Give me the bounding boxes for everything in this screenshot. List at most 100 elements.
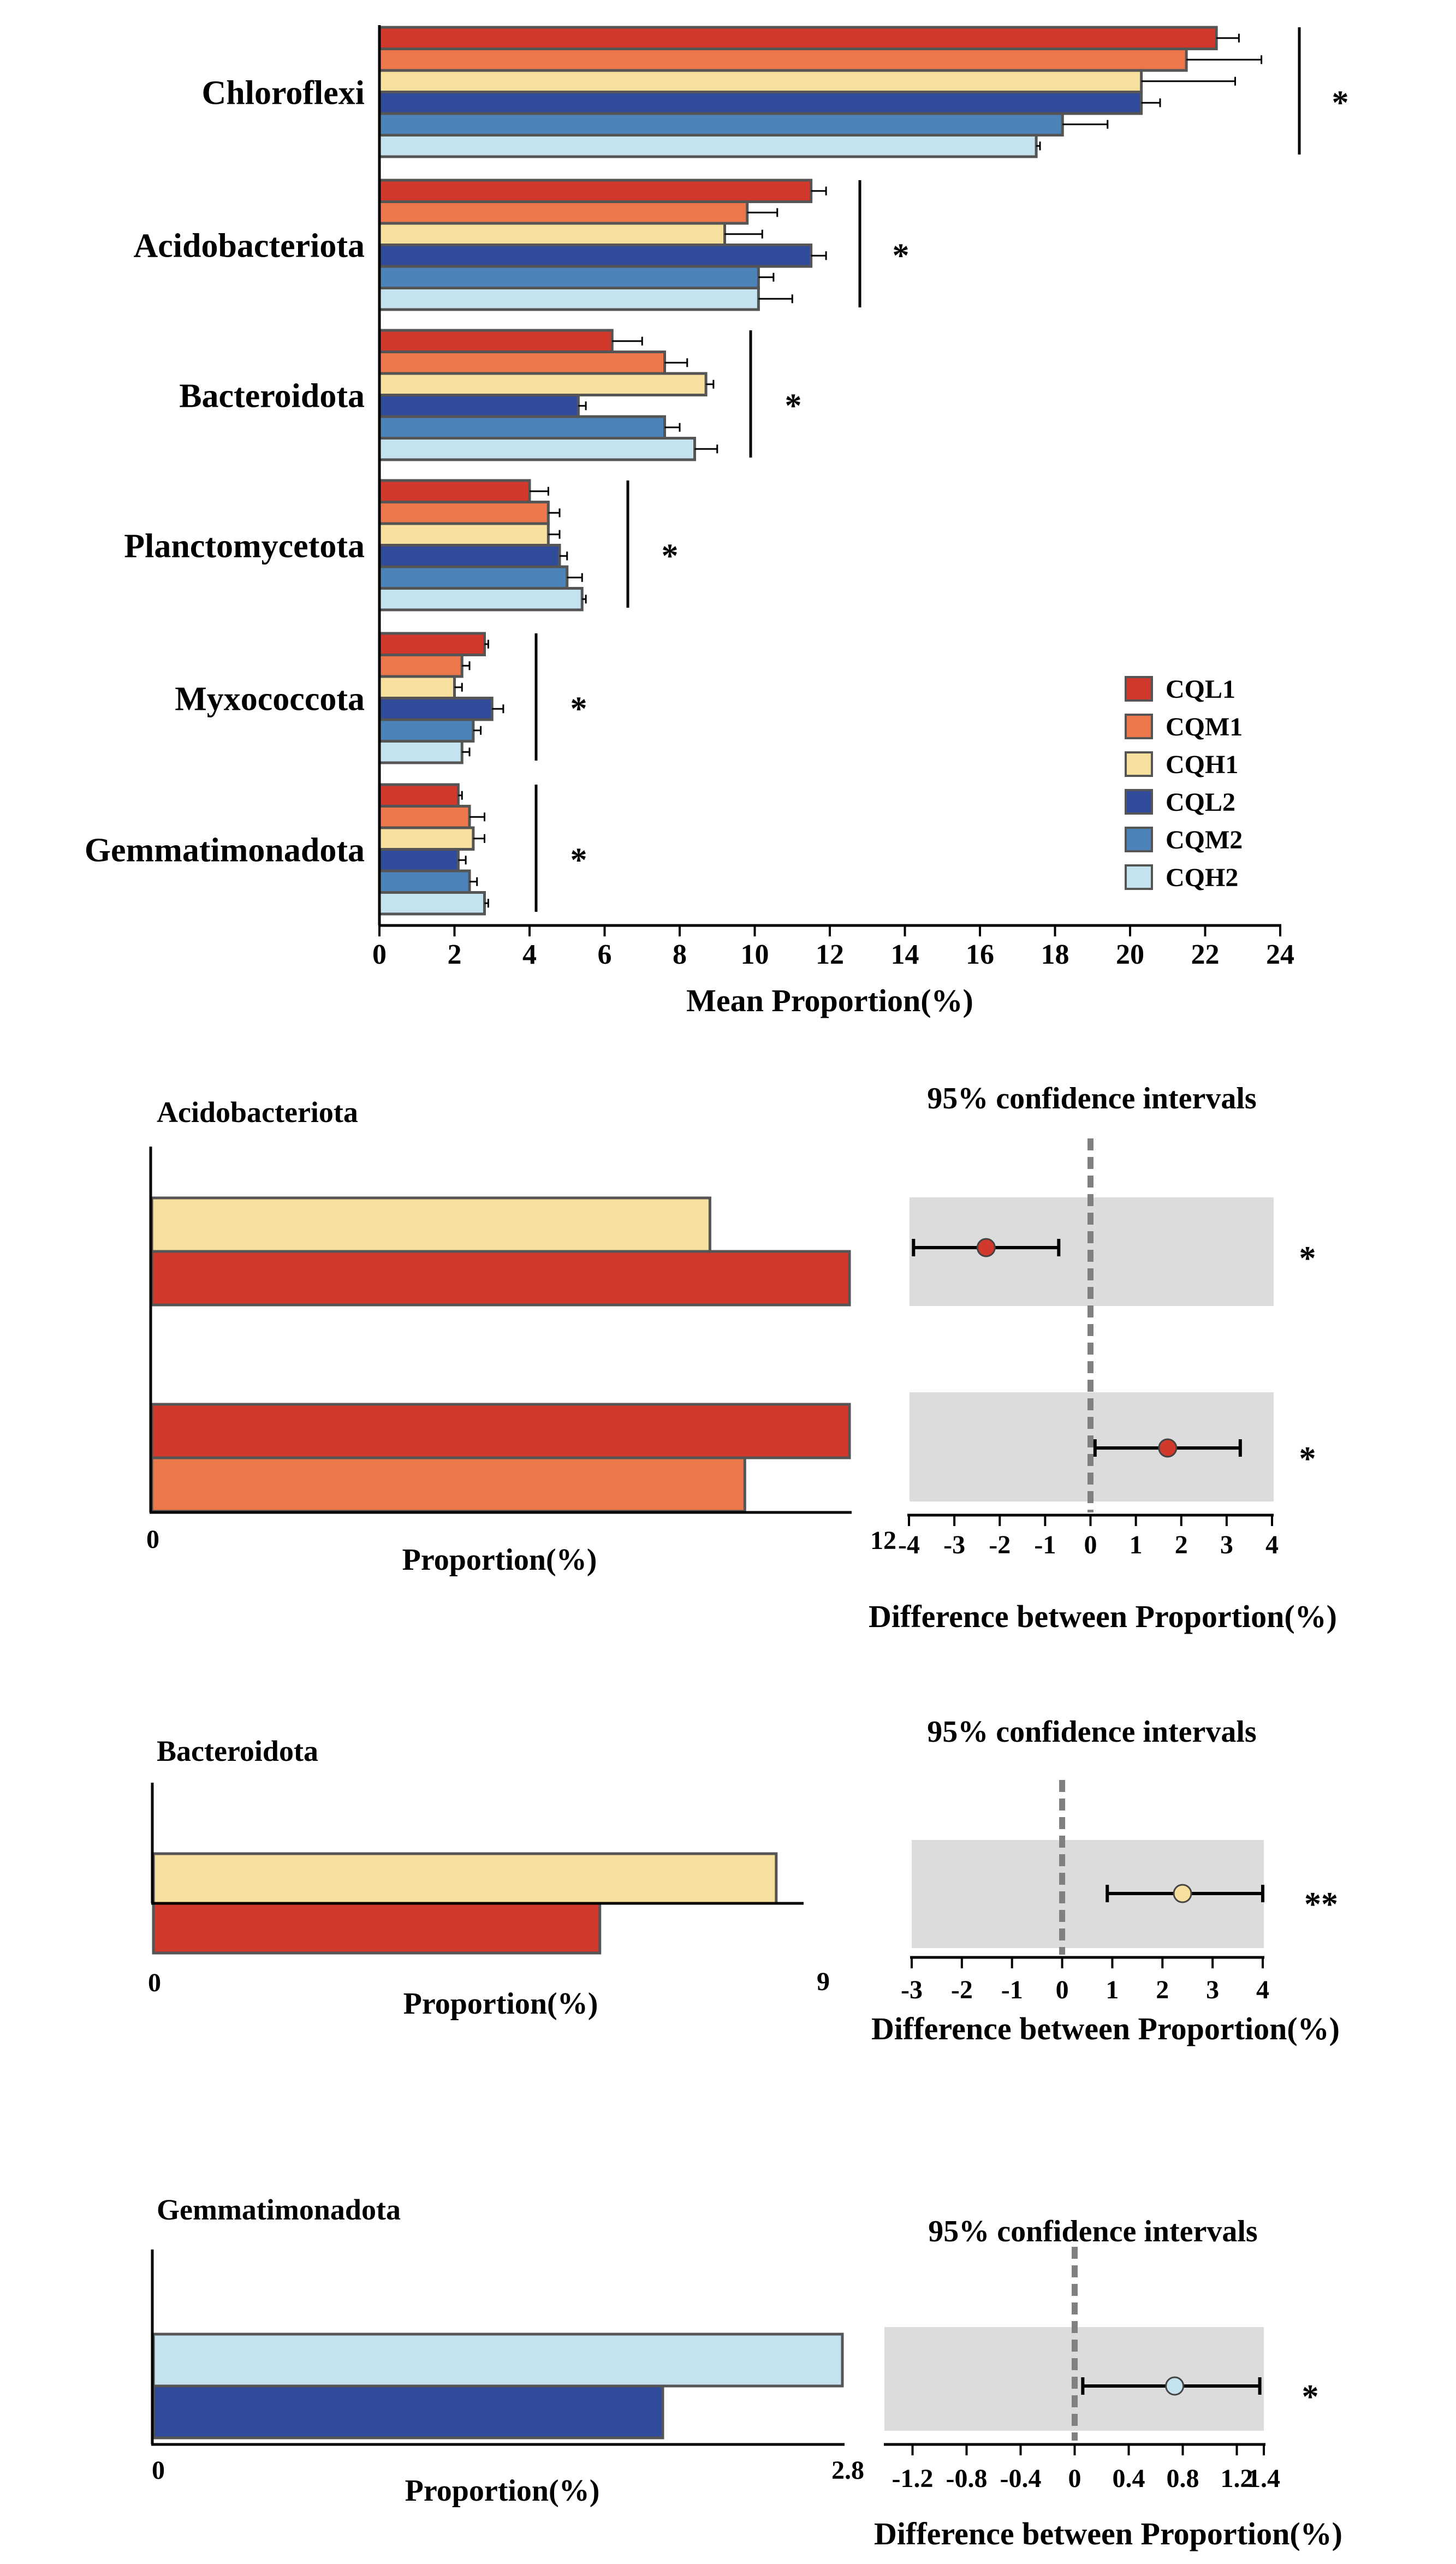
proportion-bar-cqm1 [150,1456,746,1513]
bar-planctomycetota-cql1 [378,479,531,503]
bar-acidobacteriota-cqm2 [378,265,760,289]
category-label-bacteroidota: Bacteroidota [179,378,365,415]
ci-x-tick-label: 0.8 [1167,2464,1199,2493]
ci-x-tick-label: 2 [1156,1975,1169,2004]
ci-x-tick-label: -1.2 [892,2464,934,2493]
bar-myxococcota-cql2 [378,697,494,721]
ci-significance-star: * [1299,1240,1316,1277]
ci-title: 95% confidence intervals [927,1082,1256,1115]
proportion-bar-cql1 [150,1250,851,1307]
bar-acidobacteriota-cqm1 [378,200,749,225]
legend-label-cqh1: CQH1 [1166,750,1238,779]
proportion-tick-label: 0 [152,2456,165,2485]
bar-acidobacteriota-cql2 [378,244,813,268]
proportion-axis-title: Proportion(%) [402,1543,597,1577]
significance-star: * [1332,85,1349,122]
bar-gemmatimonadota-cqm1 [378,805,471,829]
ci-x-tick-label: 3 [1220,1530,1233,1559]
category-label-myxococcota: Myxococcota [175,681,365,718]
legend-swatch-cqh2 [1125,864,1153,890]
significance-star: * [662,538,679,575]
significance-star: * [570,842,587,879]
bar-planctomycetota-cqh1 [378,522,550,547]
ci-title: 95% confidence intervals [927,1715,1256,1749]
ci-x-tick-label: -0.4 [1000,2464,1042,2493]
bacteroidota-comparison-panel: Bacteroidota 0 9 Proportion(%) 95% confidenc… [148,1715,1340,2046]
x-tick-label: 18 [1041,939,1069,970]
category-label-acidobacteriota: Acidobacteriota [133,228,365,265]
legend-swatch-cql2 [1125,789,1153,815]
bar-gemmatimonadota-cql1 [378,783,460,808]
bar-chloroflexi-cqm1 [378,48,1188,72]
legend-swatch-cqm2 [1125,827,1153,852]
legend-swatch-cqh1 [1125,751,1153,777]
ci-axis-title: Difference between Proportion(%) [874,2516,1342,2551]
bar-chloroflexi-cql2 [378,91,1143,115]
x-tick-label: 8 [673,939,687,970]
bar-acidobacteriota-cqh2 [378,287,760,311]
ci-x-tick-label: 1.4 [1247,2464,1280,2493]
bar-chloroflexi-cqh1 [378,69,1143,93]
bar-planctomycetota-cql2 [378,544,561,568]
bar-planctomycetota-cqh2 [378,587,584,612]
ci-x-tick-label: 4 [1256,1975,1269,2004]
x-tick-label: 14 [891,939,919,970]
proportion-bar-cql1 [152,1902,602,1955]
legend-label-cql2: CQL2 [1166,788,1235,817]
proportion-bar-cql2 [152,2384,664,2440]
legend-label-cqm2: CQM2 [1166,826,1243,854]
proportion-tick-label: 2.8 [831,2456,864,2485]
ci-x-tick-label: 0 [1068,2464,1081,2493]
ci-significance-star: * [1302,2378,1319,2415]
proportion-bar-cqh1 [150,1196,711,1253]
ci-x-tick-label: 3 [1206,1975,1219,2004]
ci-x-tick-label: -4 [898,1530,920,1559]
acidobacteriota-comparison-panel: Acidobacteriota 0 12 Proportion(%) 95% confi… [146,1082,1337,1634]
ci-x-tick-label: -1 [1001,1975,1023,2004]
ci-x-tick-label: -3 [901,1975,923,2004]
ci-x-tick-label: 1.2 [1221,2464,1253,2493]
category-label-chloroflexi: Chloroflexi [202,75,365,112]
significance-star: * [570,691,587,728]
x-tick-label: 4 [522,939,537,970]
bar-myxococcota-cqm1 [378,654,463,678]
bar-chloroflexi-cql1 [378,26,1218,50]
panel-title: Gemmatimonadota [157,2193,401,2226]
bar-chloroflexi-cqh2 [378,134,1038,158]
category-label-planctomycetota: Planctomycetota [124,528,365,565]
bar-myxococcota-cqh1 [378,675,456,699]
x-tick-label: 22 [1191,939,1220,970]
ci-x-tick-label: -2 [951,1975,973,2004]
ci-x-tick-label: 0.4 [1113,2464,1145,2493]
ci-title: 95% confidence intervals [928,2215,1257,2248]
proportion-tick-label: 0 [148,1968,161,1997]
bar-bacteroidota-cql1 [378,329,614,353]
bar-myxococcota-cql1 [378,632,486,656]
proportion-tick-label: 9 [817,1967,830,1996]
legend-label-cql1: CQL1 [1166,675,1235,704]
bar-bacteroidota-cql2 [378,394,580,418]
bar-myxococcota-cqh2 [378,740,463,764]
legend-label-cqm1: CQM1 [1166,713,1243,741]
proportion-tick-label: 12 [870,1526,896,1555]
proportion-axis-title: Proportion(%) [405,2474,600,2508]
x-tick-label: 6 [598,939,612,970]
ci-x-tick-label: 0 [1084,1530,1097,1559]
panel-title: Acidobacteriota [157,1096,358,1129]
x-axis-title: Mean Proportion(%) [686,983,973,1018]
bar-gemmatimonadota-cql2 [378,848,460,873]
x-tick-label: 12 [816,939,844,970]
ci-point-estimate [976,1238,996,1257]
ci-point-estimate [1165,2376,1185,2396]
bar-planctomycetota-cqm2 [378,565,569,590]
proportion-tick-label: 0 [146,1525,159,1554]
ci-point-estimate [1158,1438,1178,1458]
bar-bacteroidota-cqh2 [378,437,696,461]
ci-point-estimate [1173,1884,1192,1903]
bar-chloroflexi-cqm2 [378,112,1064,136]
ci-x-tick-label: -0.8 [946,2464,988,2493]
bar-gemmatimonadota-cqh2 [378,891,486,916]
significance-star: * [893,238,910,275]
ci-x-tick-label: -2 [989,1530,1011,1559]
